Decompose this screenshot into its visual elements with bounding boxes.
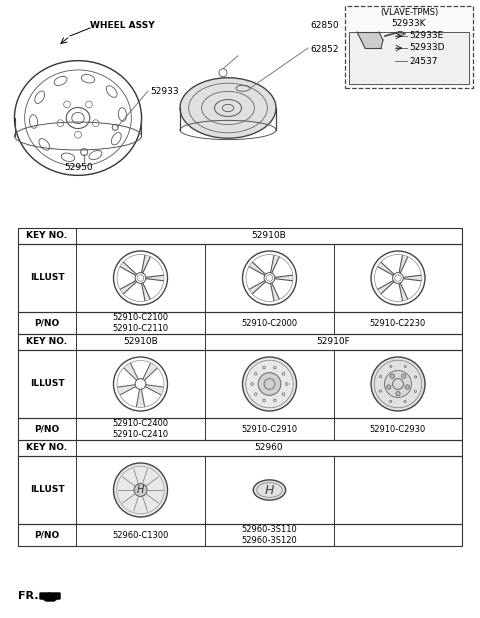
Circle shape <box>242 357 297 411</box>
Polygon shape <box>146 275 164 281</box>
Polygon shape <box>250 281 265 294</box>
Text: WHEEL ASSY: WHEEL ASSY <box>90 22 155 30</box>
Bar <box>18 524 462 546</box>
Text: 52933K: 52933K <box>392 19 426 27</box>
Polygon shape <box>404 275 421 281</box>
Polygon shape <box>120 263 136 275</box>
Text: P/NO: P/NO <box>35 318 60 328</box>
Text: 52910-C2000: 52910-C2000 <box>241 318 298 328</box>
Circle shape <box>258 373 281 396</box>
Circle shape <box>113 463 168 517</box>
Polygon shape <box>143 363 157 380</box>
Polygon shape <box>378 263 394 275</box>
Text: 52910-C2910: 52910-C2910 <box>241 425 298 433</box>
Polygon shape <box>275 275 292 281</box>
Polygon shape <box>271 283 279 300</box>
Polygon shape <box>124 363 138 380</box>
Text: KEY NO.: KEY NO. <box>26 232 68 240</box>
Polygon shape <box>136 389 144 407</box>
Text: 52933: 52933 <box>150 87 179 96</box>
Circle shape <box>398 32 404 36</box>
Polygon shape <box>378 281 394 294</box>
Ellipse shape <box>253 480 286 500</box>
Text: KEY NO.: KEY NO. <box>26 444 68 452</box>
Text: 62850: 62850 <box>310 22 338 30</box>
Bar <box>18 418 462 440</box>
Text: P/NO: P/NO <box>35 530 60 540</box>
Circle shape <box>371 357 425 411</box>
Text: H: H <box>265 483 274 496</box>
Bar <box>18 440 462 456</box>
Bar <box>18 228 462 244</box>
Text: 52950: 52950 <box>64 164 93 172</box>
Text: H: H <box>137 485 144 495</box>
Text: 62852: 62852 <box>310 46 338 54</box>
Text: 52910-C2230: 52910-C2230 <box>370 318 426 328</box>
Bar <box>18 456 462 524</box>
Ellipse shape <box>180 78 276 138</box>
Circle shape <box>386 385 391 389</box>
Text: KEY NO.: KEY NO. <box>26 337 68 347</box>
Text: P/NO: P/NO <box>35 425 60 433</box>
Text: (VLAVE-TPMS): (VLAVE-TPMS) <box>380 9 438 17</box>
Circle shape <box>384 371 411 397</box>
Polygon shape <box>399 255 408 273</box>
Polygon shape <box>250 263 265 275</box>
Polygon shape <box>145 385 163 395</box>
Circle shape <box>405 385 409 389</box>
Polygon shape <box>118 385 136 395</box>
Bar <box>345 6 473 88</box>
Text: 52910F: 52910F <box>317 337 350 347</box>
Text: 52933D: 52933D <box>409 43 444 53</box>
Bar <box>18 244 462 312</box>
Text: ILLUST: ILLUST <box>30 486 64 494</box>
Bar <box>18 312 462 334</box>
Text: 52910-C2100
52910-C2110: 52910-C2100 52910-C2110 <box>112 313 168 332</box>
Text: 52910-C2400
52910-C2410: 52910-C2400 52910-C2410 <box>112 419 168 439</box>
Circle shape <box>396 392 400 396</box>
Text: 52960-C1300: 52960-C1300 <box>112 530 168 540</box>
Bar <box>18 350 462 418</box>
Text: 52933E: 52933E <box>409 32 443 41</box>
Polygon shape <box>271 255 279 273</box>
Text: 24537: 24537 <box>409 56 437 66</box>
Circle shape <box>390 374 395 378</box>
Text: FR.: FR. <box>18 591 38 601</box>
Text: 52910B: 52910B <box>123 337 158 347</box>
Polygon shape <box>142 255 150 273</box>
Polygon shape <box>357 32 383 48</box>
Polygon shape <box>399 283 408 300</box>
Polygon shape <box>40 593 60 601</box>
Text: 52910B: 52910B <box>252 232 287 240</box>
Circle shape <box>402 374 406 378</box>
Bar <box>18 334 462 350</box>
Text: 52960: 52960 <box>255 444 283 452</box>
Polygon shape <box>142 283 150 300</box>
Text: ILLUST: ILLUST <box>30 379 64 389</box>
Text: ILLUST: ILLUST <box>30 274 64 282</box>
Circle shape <box>134 483 147 496</box>
Text: 52910-C2930: 52910-C2930 <box>370 425 426 433</box>
Text: 52960-3S110
52960-3S120: 52960-3S110 52960-3S120 <box>241 525 298 544</box>
Polygon shape <box>120 281 136 294</box>
Bar <box>349 32 469 84</box>
